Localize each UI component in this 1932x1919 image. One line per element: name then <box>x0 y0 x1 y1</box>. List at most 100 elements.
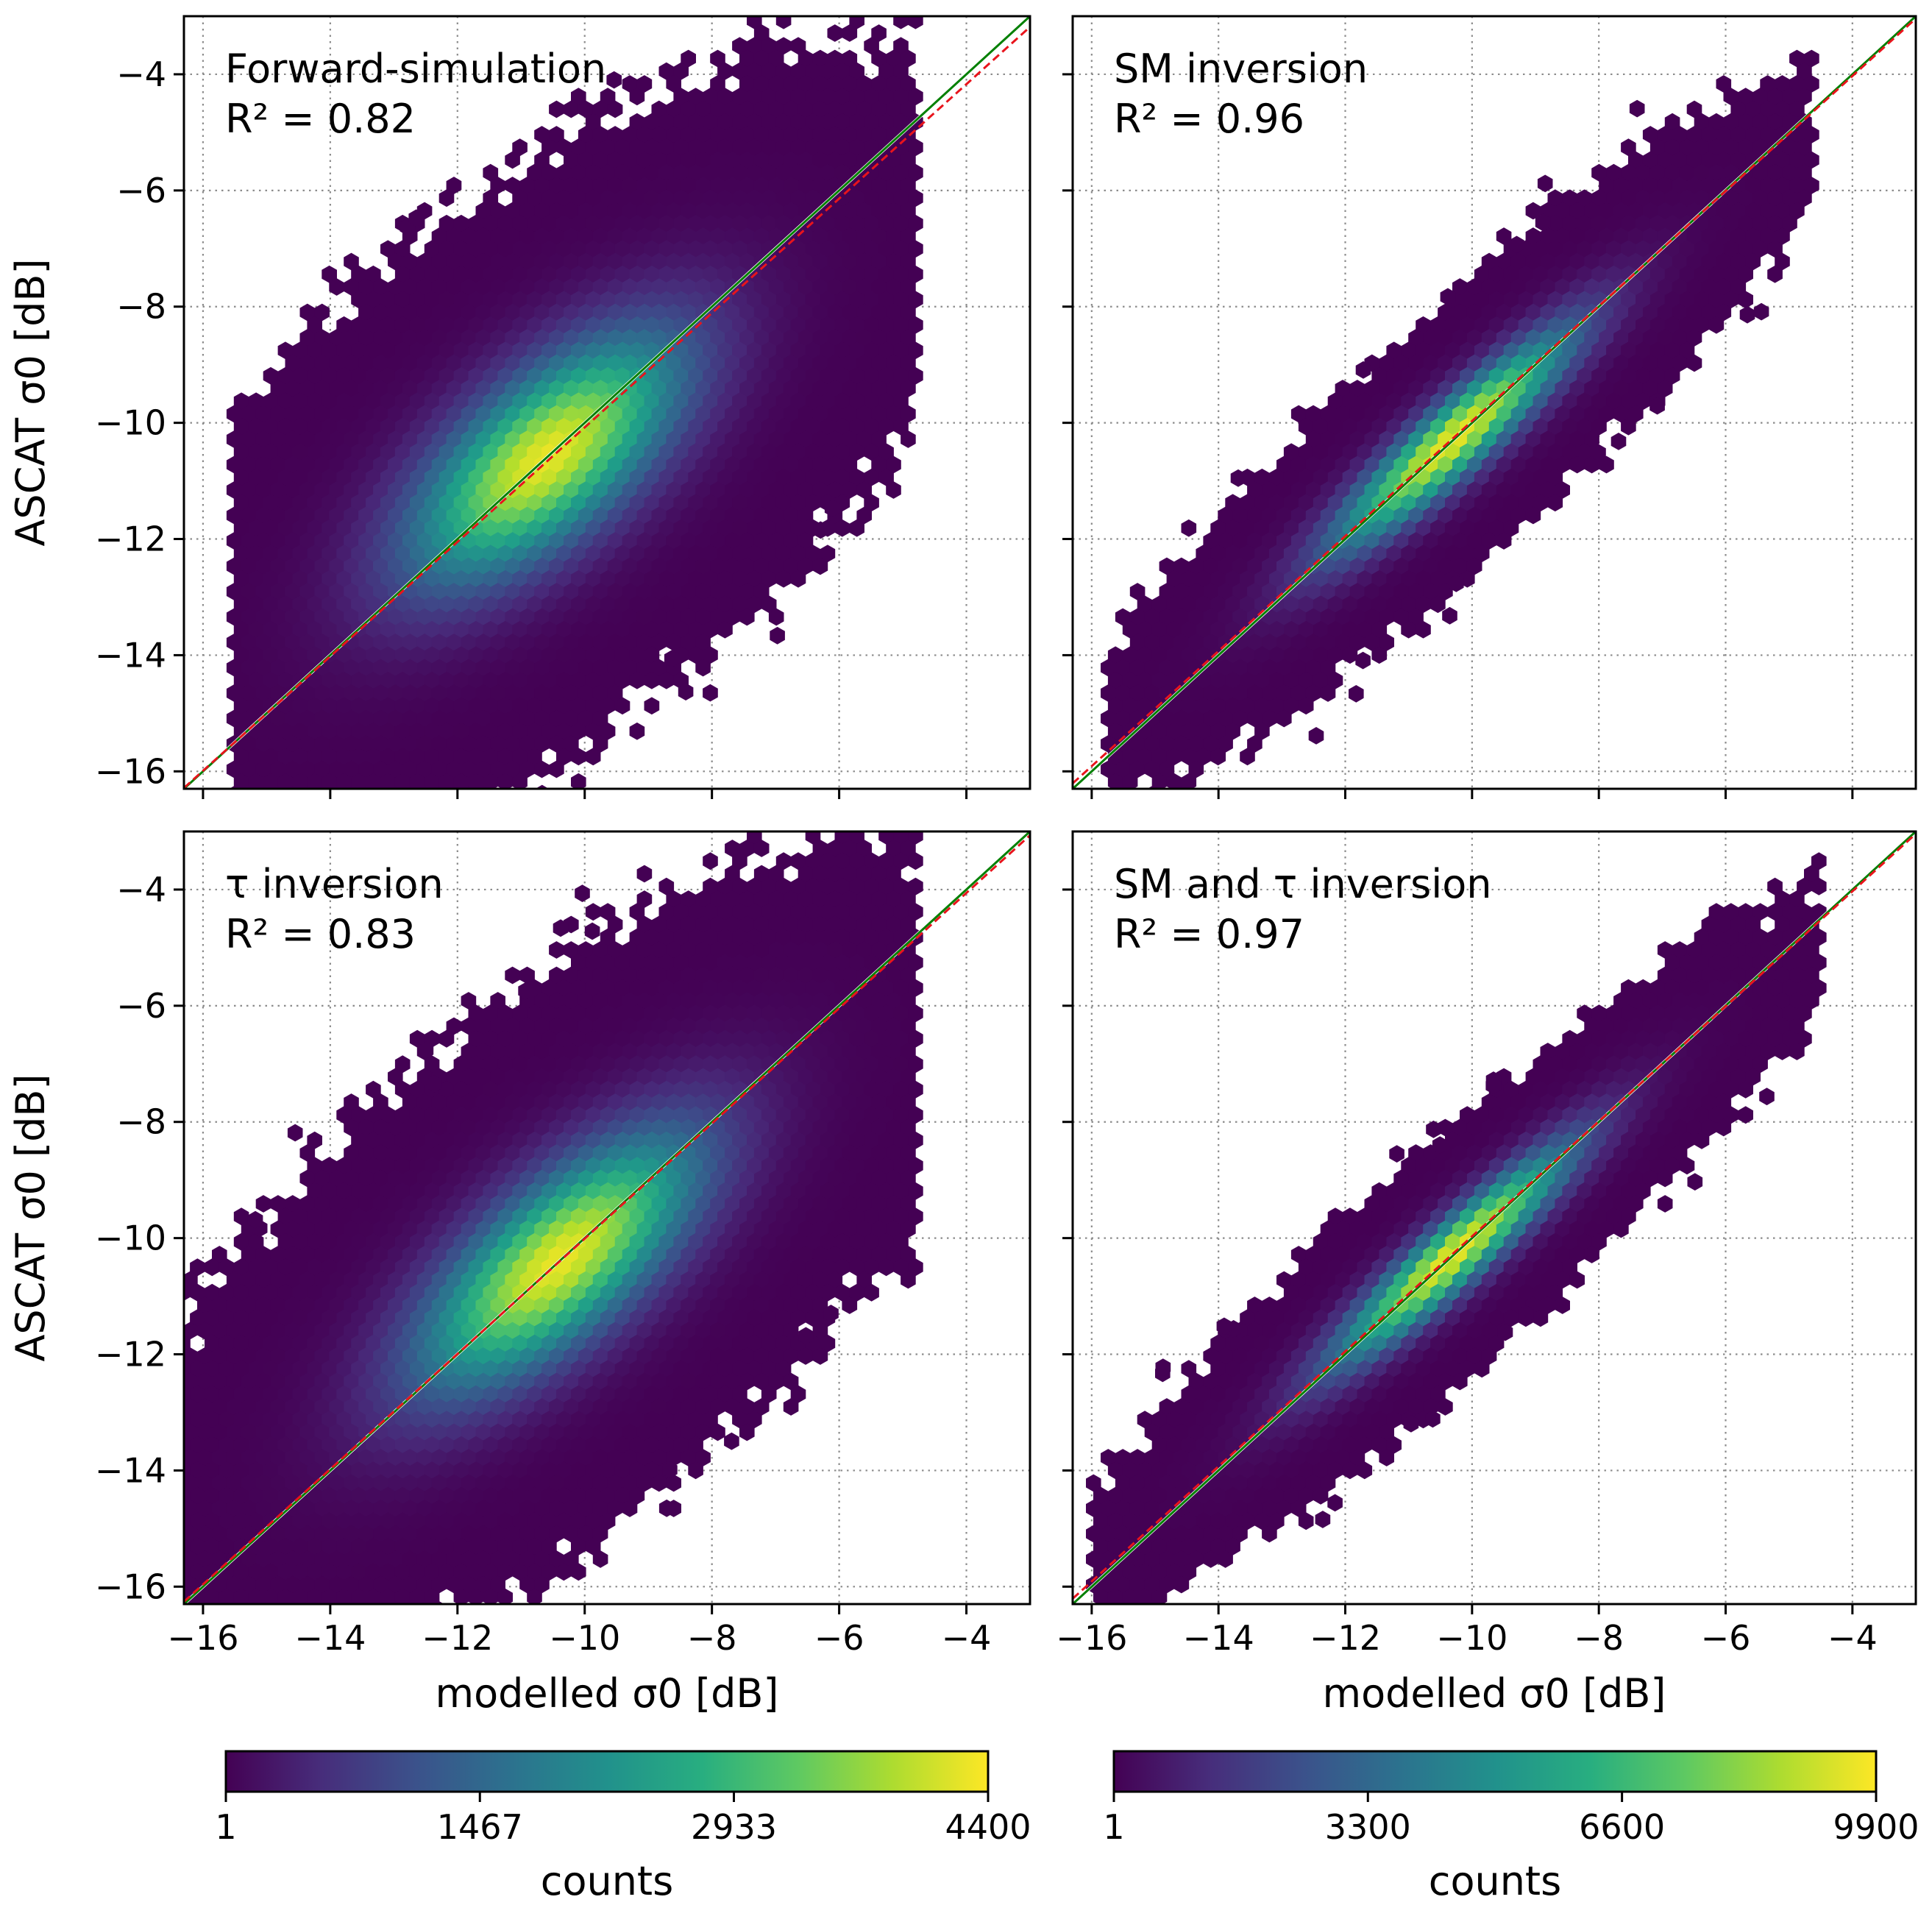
hexbin-cell <box>908 138 923 157</box>
hexbin-cell <box>527 545 542 563</box>
hexbin-cell <box>219 1309 235 1327</box>
hexbin-cell <box>475 1043 491 1060</box>
hexbin-cell <box>607 202 623 220</box>
hexbin-cell <box>1401 392 1416 411</box>
hexbin-cell <box>1276 608 1292 626</box>
hexbin-cell <box>1320 634 1336 651</box>
hexbin-cell <box>658 519 675 537</box>
hexbin-cell <box>505 1398 520 1416</box>
hexbin-cell <box>747 519 762 537</box>
hexbin-cell <box>1408 583 1424 600</box>
hexbin-cell <box>475 659 491 677</box>
hexbin-cell <box>344 1297 359 1314</box>
hexbin-cell <box>541 443 557 461</box>
hexbin-cell <box>248 545 264 563</box>
hexbin-cell <box>322 1486 337 1505</box>
hexbin-cell <box>380 671 396 689</box>
hexbin-cell <box>1694 189 1710 207</box>
hexbin-cell <box>703 903 718 921</box>
hexbin-cell <box>820 468 836 486</box>
hexbin-cell <box>622 608 638 626</box>
hexbin-cell <box>314 760 330 778</box>
hexbin-cell <box>747 316 762 334</box>
hexbin-cell <box>1254 697 1270 715</box>
hexbin-cell <box>1240 494 1255 512</box>
hexbin-cell <box>277 671 294 689</box>
hexbin-cell <box>703 341 718 360</box>
hexbin-cell <box>1129 583 1146 600</box>
hexbin-cell <box>600 671 616 689</box>
hexbin-cell <box>490 583 505 600</box>
hexbin-cell <box>497 1182 513 1200</box>
hexbin-cell <box>549 1169 564 1188</box>
hexbin-cell <box>585 1157 601 1175</box>
hexbin-cell <box>446 1144 462 1162</box>
hexbin-cell <box>886 1195 901 1213</box>
hexbin-cell <box>585 1207 601 1226</box>
hexbin-cell <box>1342 620 1358 639</box>
hexbin-cell <box>226 659 242 677</box>
hexbin-cell <box>636 481 653 499</box>
hexbin-cell <box>622 506 638 525</box>
hexbin-cell <box>790 954 806 972</box>
hexbin-cell <box>820 852 836 870</box>
hexbin-cell <box>732 1334 747 1352</box>
hexbin-cell <box>314 1220 330 1238</box>
hexbin-cell <box>446 354 462 372</box>
hexbin-cell <box>775 928 792 946</box>
hexbin-cell <box>446 455 462 474</box>
hexbin-cell <box>1188 735 1204 753</box>
hexbin-cell <box>688 1385 703 1403</box>
hexbin-cell <box>717 620 733 639</box>
hexbin-cell <box>1262 557 1277 575</box>
hexbin-cell <box>277 1207 294 1226</box>
hexbin-cell <box>1254 468 1270 486</box>
hexbin-cell <box>893 1080 909 1099</box>
hexbin-cell <box>549 1347 564 1365</box>
hexbin-cell <box>556 1080 572 1099</box>
hexbin-cell <box>775 545 792 563</box>
hexbin-cell <box>775 214 792 233</box>
hexbin-cell <box>438 1182 455 1200</box>
hexbin-cell <box>564 608 579 626</box>
hexbin-cell <box>1672 151 1688 169</box>
hexbin-cell <box>1679 341 1695 360</box>
hexbin-cell <box>673 443 689 461</box>
hexbin-cell <box>336 341 352 360</box>
hexbin-cell <box>438 697 455 715</box>
hexbin-cell <box>299 684 316 702</box>
hexbin-outlier <box>813 521 828 539</box>
hexbin-cell <box>497 392 513 411</box>
hexbin-cell <box>600 1411 616 1429</box>
hexbin-cell <box>322 417 337 436</box>
hexbin-cell <box>1789 202 1805 220</box>
hexbin-cell <box>233 443 249 461</box>
hexbin-cell <box>248 1436 264 1454</box>
hexbin-cell <box>358 760 374 778</box>
hexbin-cell <box>790 494 806 512</box>
hexbin-cell <box>1349 481 1365 499</box>
hexbin-cell <box>864 1207 879 1226</box>
hexbin-cell <box>549 1068 564 1086</box>
hexbin-cell <box>307 1411 322 1429</box>
hexbin-cell <box>761 214 777 233</box>
hexbin-cell <box>1533 494 1549 512</box>
hexbin-cell <box>556 697 572 715</box>
hexbin-cell <box>878 189 894 207</box>
hexbin-cell <box>1254 494 1270 512</box>
hexbin-cell <box>739 380 755 397</box>
hexbin-cell <box>505 709 520 728</box>
hexbin-cell <box>1555 303 1570 322</box>
hexbin-cell <box>790 392 806 411</box>
hexbin-cell <box>571 1029 586 1048</box>
hexbin-cell <box>556 722 572 740</box>
hexbin-cell <box>299 1195 316 1213</box>
hexbin-cell <box>585 697 601 715</box>
hexbin-cell <box>592 278 608 296</box>
hexbin-cell <box>322 595 337 614</box>
hexbin-cell <box>893 1157 909 1175</box>
hexbin-cell <box>856 992 872 1010</box>
hexbin-cell <box>190 1309 205 1327</box>
hexbin-cell <box>299 329 316 347</box>
hexbin-cell <box>322 773 337 789</box>
